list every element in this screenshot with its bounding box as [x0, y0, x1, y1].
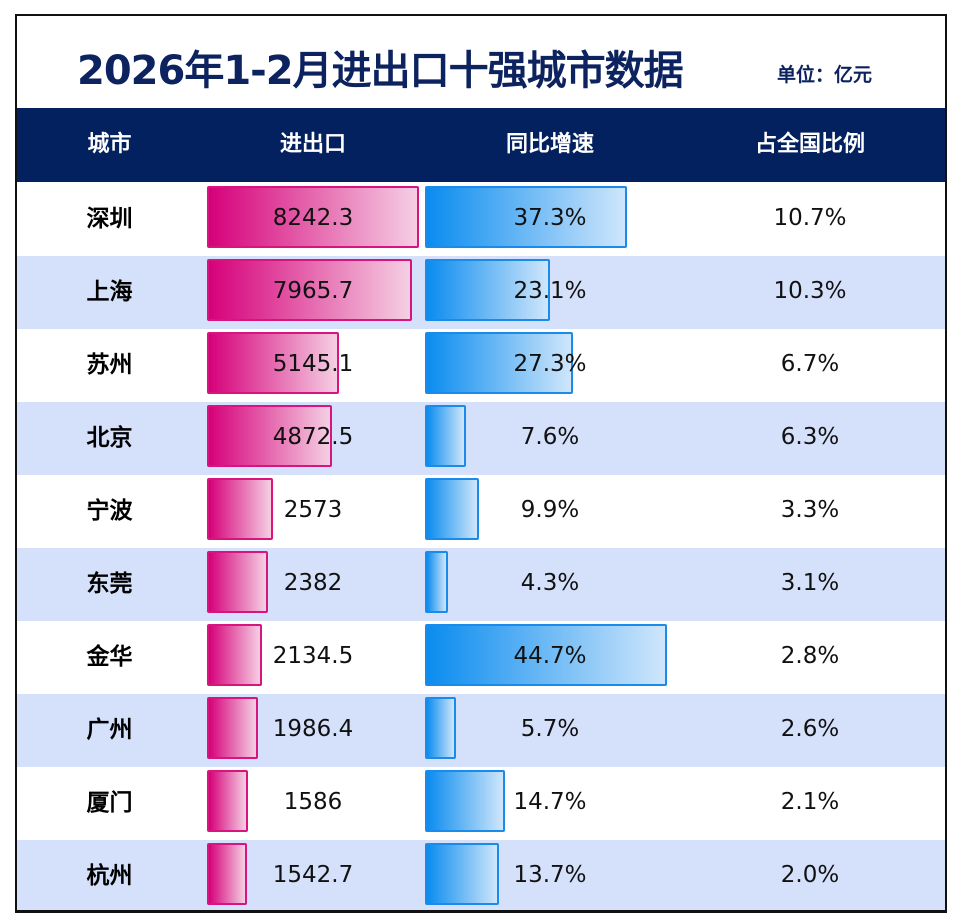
- table-row: 上海 7965.7 23.1% 10.3%: [17, 256, 945, 329]
- table-frame: 2026年1-2月进出口十强城市数据 单位：亿元 城市 进出口 同比增速 占全国…: [15, 14, 947, 913]
- header-growth: 同比增速: [505, 132, 594, 157]
- growth-bar: [425, 697, 456, 759]
- table-row: 金华 2134.5 44.7% 2.8%: [17, 621, 945, 694]
- trade-bar: [207, 332, 340, 394]
- trade-value: 4872.5: [272, 424, 354, 450]
- trade-bar: [207, 551, 269, 613]
- header-trade: 进出口: [279, 132, 346, 157]
- growth-bar: [425, 843, 500, 905]
- growth-bar: [425, 259, 551, 321]
- city-name: 杭州: [86, 863, 133, 889]
- growth-value: 44.7%: [513, 643, 587, 669]
- growth-value: 37.3%: [513, 205, 587, 231]
- trade-value: 2382: [283, 570, 343, 596]
- table-row: 广州 1986.4 5.7% 2.6%: [17, 694, 945, 767]
- city-name: 深圳: [86, 206, 133, 232]
- page-title: 2026年1-2月进出口十强城市数据: [77, 48, 684, 94]
- trade-bar: [207, 405, 333, 467]
- share-value: 10.7%: [773, 205, 847, 231]
- trade-value: 1586: [283, 789, 343, 815]
- share-value: 3.3%: [780, 497, 840, 523]
- trade-value: 2134.5: [272, 643, 354, 669]
- trade-value: 5145.1: [272, 351, 354, 377]
- city-name: 宁波: [86, 498, 133, 524]
- growth-bar: [425, 186, 627, 248]
- trade-bar: [207, 186, 419, 248]
- growth-bar: [425, 405, 467, 467]
- table-row: 北京 4872.5 7.6% 6.3%: [17, 402, 945, 475]
- growth-value: 14.7%: [513, 789, 587, 815]
- share-value: 6.7%: [780, 351, 840, 377]
- share-value: 3.1%: [780, 570, 840, 596]
- share-value: 2.6%: [780, 716, 840, 742]
- city-name: 金华: [86, 644, 133, 670]
- share-value: 2.1%: [780, 789, 840, 815]
- trade-bar: [207, 259, 412, 321]
- header-share: 占全国比例: [754, 132, 865, 157]
- trade-bar: [207, 770, 248, 832]
- trade-bar: [207, 478, 274, 540]
- share-value: 2.8%: [780, 643, 840, 669]
- trade-value: 2573: [283, 497, 343, 523]
- growth-bar: [425, 332, 573, 394]
- unit-label: 单位：亿元: [777, 64, 873, 86]
- trade-value: 7965.7: [272, 278, 354, 304]
- trade-bar: [207, 624, 262, 686]
- trade-bar: [207, 697, 259, 759]
- city-name: 东莞: [86, 571, 133, 597]
- city-name: 厦门: [86, 790, 133, 816]
- trade-value: 1542.7: [272, 862, 354, 888]
- growth-value: 9.9%: [520, 497, 580, 523]
- table-row: 深圳 8242.3 37.3% 10.7%: [17, 183, 945, 256]
- growth-value: 4.3%: [520, 570, 580, 596]
- growth-value: 13.7%: [513, 862, 587, 888]
- table-header: 城市 进出口 同比增速 占全国比例: [17, 108, 945, 182]
- trade-bar: [207, 843, 247, 905]
- header-city: 城市: [87, 132, 132, 157]
- table-row: 苏州 5145.1 27.3% 6.7%: [17, 329, 945, 402]
- growth-value: 7.6%: [520, 424, 580, 450]
- growth-value: 23.1%: [513, 278, 587, 304]
- share-value: 6.3%: [780, 424, 840, 450]
- growth-bar: [425, 551, 449, 613]
- trade-value: 1986.4: [272, 716, 354, 742]
- growth-bar: [425, 478, 479, 540]
- city-name: 北京: [86, 425, 133, 451]
- city-name: 上海: [86, 279, 133, 305]
- share-value: 10.3%: [773, 278, 847, 304]
- city-name: 广州: [86, 717, 133, 743]
- growth-value: 27.3%: [513, 351, 587, 377]
- table-row: 杭州 1542.7 13.7% 2.0%: [17, 840, 945, 910]
- table-row: 东莞 2382 4.3% 3.1%: [17, 548, 945, 621]
- share-value: 2.0%: [780, 862, 840, 888]
- table-row: 宁波 2573 9.9% 3.3%: [17, 475, 945, 548]
- growth-bar: [425, 770, 505, 832]
- trade-value: 8242.3: [272, 205, 354, 231]
- growth-bar: [425, 624, 667, 686]
- city-name: 苏州: [86, 352, 133, 378]
- growth-value: 5.7%: [520, 716, 580, 742]
- table-row: 厦门 1586 14.7% 2.1%: [17, 767, 945, 840]
